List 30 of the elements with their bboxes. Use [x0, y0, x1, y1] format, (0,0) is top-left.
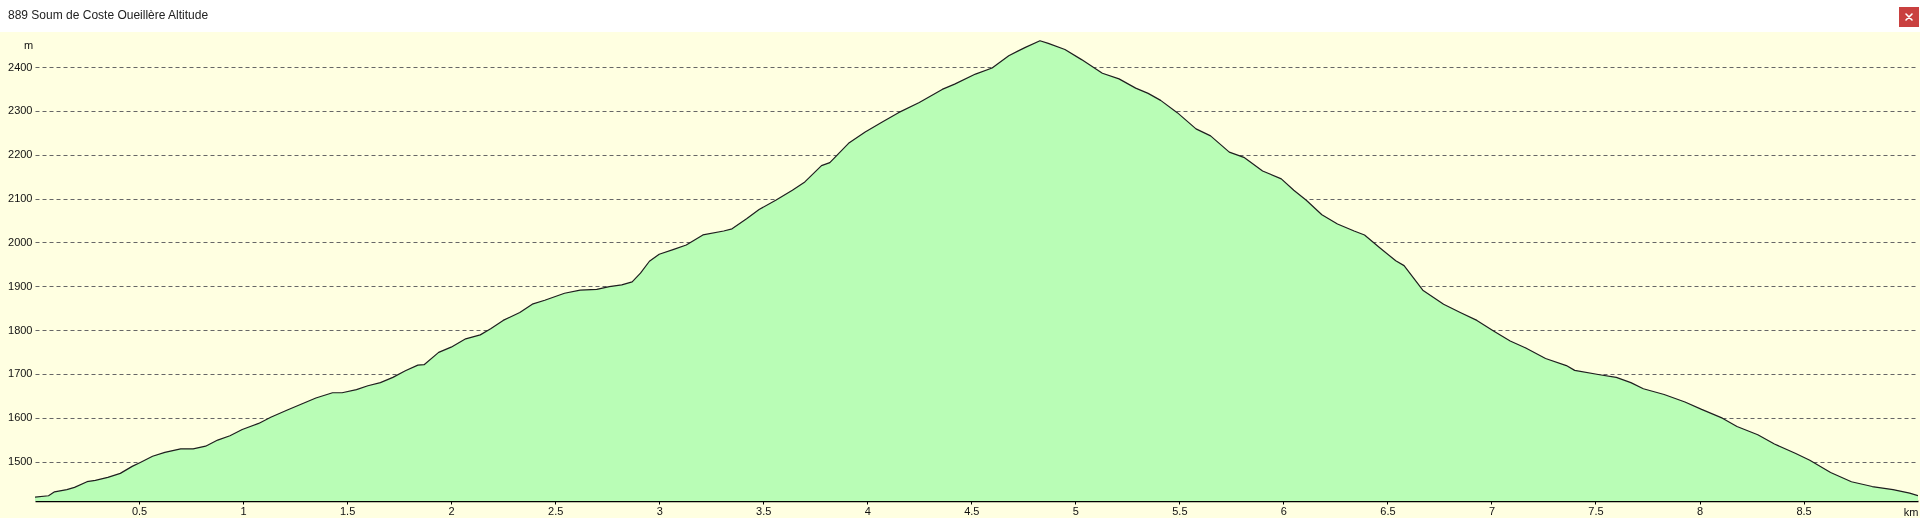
x-tick-label: 4.5 [964, 504, 980, 517]
y-tick-label: 2300 [8, 104, 33, 117]
chart-title: 889 Soum de Coste Oueillère Altitude [8, 8, 209, 23]
x-tick-label: 5 [1072, 504, 1079, 517]
x-tick-label: 3.5 [756, 504, 772, 517]
y-tick-label: 1700 [8, 367, 33, 380]
y-tick-label: 1600 [8, 411, 33, 424]
x-tick-label: 7 [1488, 504, 1496, 517]
x-axis-title: km [1903, 505, 1919, 518]
x-tick-label: 2 [448, 504, 455, 517]
x-tick-label: 0.5 [131, 504, 148, 517]
x-tick-label: 4 [864, 504, 871, 517]
y-tick-label: 1500 [8, 455, 33, 468]
x-tick-label: 3 [656, 504, 663, 517]
x-tick-label: 5.5 [1172, 504, 1188, 517]
x-tick-label: 7.5 [1588, 504, 1604, 517]
x-tick-label: 1 [240, 504, 247, 517]
x-tick-label: 8 [1696, 504, 1704, 517]
y-tick-label: 2400 [8, 60, 33, 73]
y-axis-title: m [23, 38, 34, 51]
y-tick-label: 1800 [8, 323, 33, 336]
x-tick-label: 8.5 [1796, 504, 1812, 517]
y-tick-label: 1900 [8, 279, 33, 292]
y-tick-label: 2200 [8, 148, 33, 161]
x-tick-label: 2.5 [548, 504, 564, 517]
y-tick-label: 2100 [8, 192, 33, 205]
y-tick-label: 2000 [8, 235, 33, 248]
x-tick-label: 6 [1280, 504, 1287, 517]
x-tick-label: 6.5 [1380, 504, 1396, 517]
x-tick-label: 1.5 [339, 504, 356, 517]
